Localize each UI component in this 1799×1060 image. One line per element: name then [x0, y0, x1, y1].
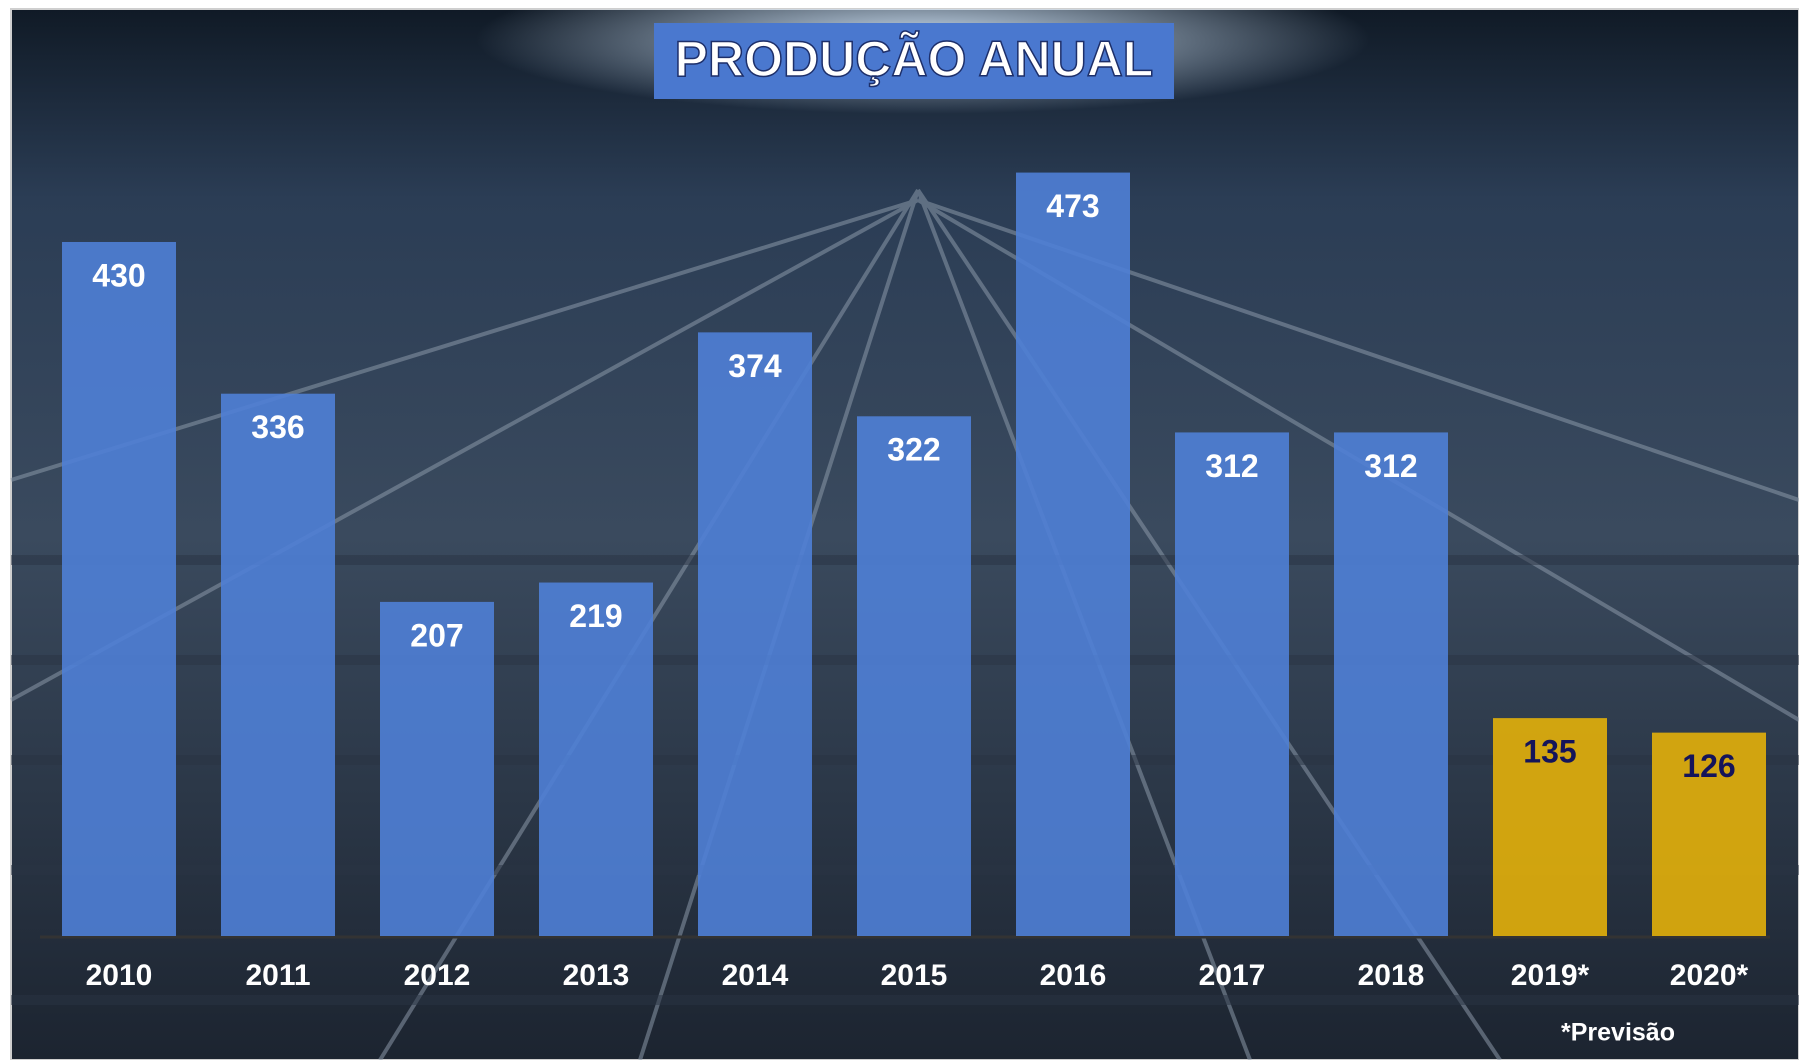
bar: [221, 394, 335, 936]
value-label: 126: [1682, 748, 1735, 784]
x-tick-label: 2020*: [1670, 959, 1749, 992]
x-tick-label: 2017: [1199, 959, 1266, 992]
value-label: 473: [1046, 188, 1099, 224]
value-label: 312: [1205, 448, 1258, 484]
x-tick-label: 2013: [563, 959, 630, 992]
bar: [1016, 173, 1130, 936]
footnote: *Previsão: [1561, 1019, 1675, 1047]
value-label: 207: [410, 617, 463, 653]
chart: PRODUÇÃO ANUAL *Previsão 430 2010 336 2011 2…: [0, 0, 1799, 1060]
x-tick-label: 2019*: [1511, 959, 1590, 992]
x-tick-label: 2010: [86, 959, 153, 992]
value-label: 374: [728, 348, 782, 384]
value-label: 430: [92, 257, 145, 293]
x-tick-label: 2011: [245, 959, 310, 992]
value-label: 219: [569, 598, 622, 634]
x-tick-label: 2012: [404, 959, 471, 992]
value-label: 336: [251, 409, 304, 445]
value-label: 135: [1523, 734, 1576, 770]
value-label: 322: [887, 432, 940, 468]
bar: [857, 416, 971, 936]
x-tick-label: 2018: [1358, 959, 1425, 992]
x-tick-label: 2014: [722, 959, 789, 992]
bar: [1175, 432, 1289, 936]
bar: [62, 242, 176, 936]
bar: [1334, 432, 1448, 936]
x-tick-label: 2016: [1040, 959, 1107, 992]
bar: [698, 332, 812, 936]
chart-title: PRODUÇÃO ANUAL: [675, 31, 1154, 87]
value-label: 312: [1364, 448, 1417, 484]
bar: [539, 583, 653, 936]
x-tick-label: 2015: [881, 959, 948, 992]
